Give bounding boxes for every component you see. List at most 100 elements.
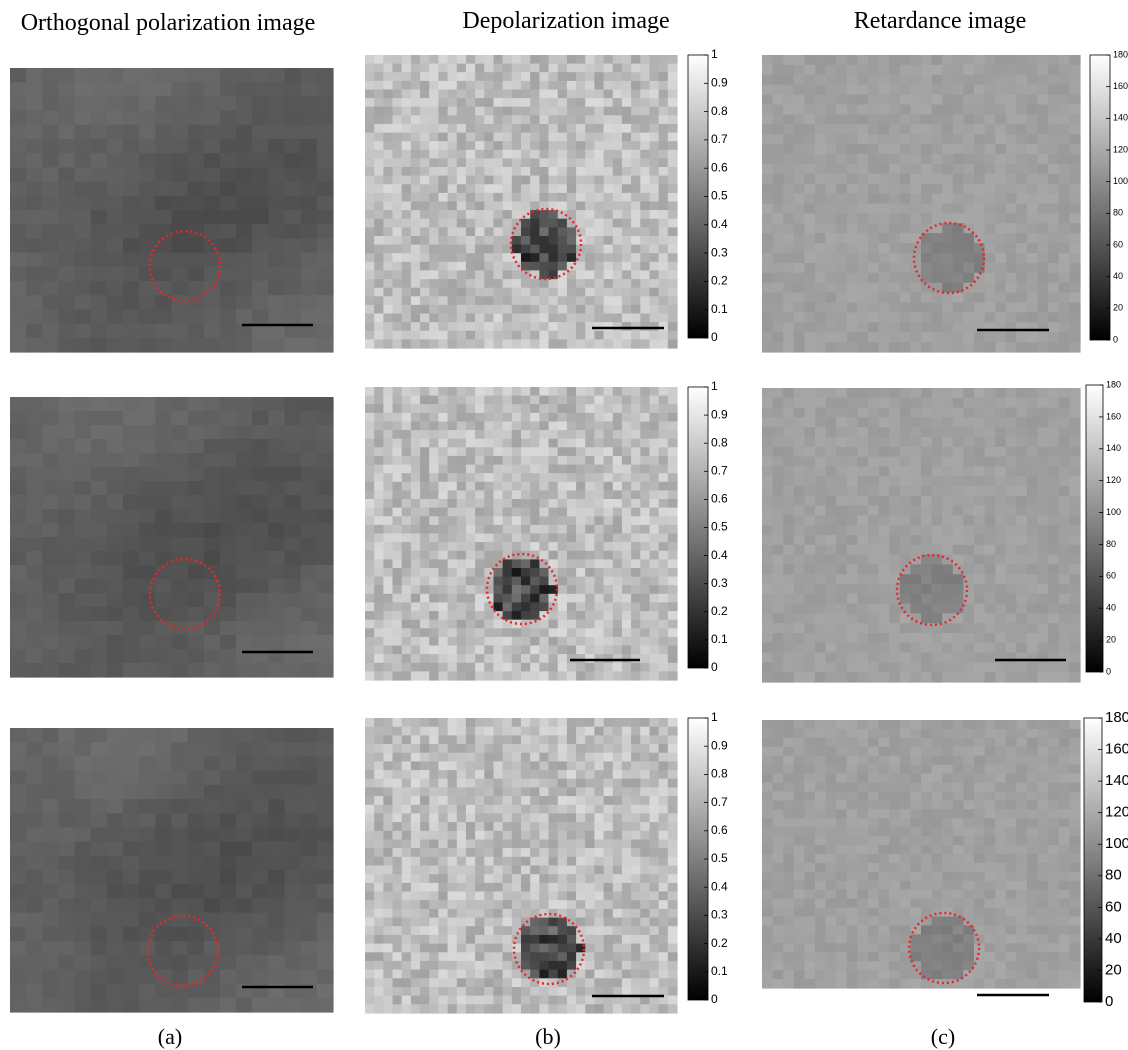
pixel: [58, 111, 75, 126]
pixel: [503, 534, 513, 543]
pixel: [123, 253, 140, 268]
pixel: [650, 339, 660, 348]
pixel: [1059, 144, 1070, 155]
pixel: [429, 167, 439, 176]
pixel: [457, 167, 467, 176]
pixel: [558, 184, 568, 193]
pixel: [393, 150, 403, 159]
pixel: [448, 387, 458, 396]
pixel: [429, 210, 439, 219]
pixel: [123, 799, 140, 814]
pixel: [10, 425, 27, 440]
pixel: [466, 404, 476, 413]
pixel: [139, 898, 156, 913]
pixel: [438, 490, 448, 499]
pixel: [301, 411, 318, 426]
pixel: [317, 663, 334, 678]
pixel: [402, 430, 412, 439]
pixel: [576, 796, 586, 805]
pixel: [429, 671, 439, 680]
pixel: [393, 167, 403, 176]
pixel: [317, 411, 334, 426]
pixel: [75, 397, 92, 412]
pixel: [268, 551, 285, 566]
pixel: [457, 72, 467, 81]
pixel: [921, 124, 932, 135]
pixel: [567, 935, 577, 944]
pixel: [494, 430, 504, 439]
pixel: [429, 620, 439, 629]
pixel: [438, 72, 448, 81]
pixel: [466, 55, 476, 64]
pixel: [393, 744, 403, 753]
pixel: [484, 918, 494, 927]
pixel: [585, 133, 595, 142]
pixel: [521, 288, 531, 297]
pixel: [475, 482, 485, 491]
pixel: [172, 238, 189, 253]
pixel: [374, 909, 384, 918]
pixel: [613, 64, 623, 73]
pixel: [236, 621, 253, 636]
pixel: [659, 744, 669, 753]
pixel: [794, 154, 805, 165]
pixel: [558, 107, 568, 116]
pixel: [75, 742, 92, 757]
pixel: [921, 144, 932, 155]
pixel: [585, 525, 595, 534]
pixel: [640, 167, 650, 176]
pixel: [172, 771, 189, 786]
pixel: [494, 822, 504, 831]
pixel: [576, 508, 586, 517]
pixel: [475, 167, 485, 176]
column-title: Retardance image: [854, 8, 1027, 34]
pixel: [576, 831, 586, 840]
pixel: [539, 637, 549, 646]
pixel: [650, 866, 660, 875]
pixel: [429, 900, 439, 909]
pixel: [155, 955, 172, 970]
pixel: [530, 72, 540, 81]
pixel: [457, 473, 467, 482]
pixel: [484, 305, 494, 314]
pixel: [393, 978, 403, 987]
pixel: [383, 314, 393, 323]
pixel: [383, 305, 393, 314]
pixel: [576, 909, 586, 918]
pixel: [383, 107, 393, 116]
pixel: [549, 305, 559, 314]
pixel: [172, 884, 189, 899]
pixel: [622, 465, 632, 474]
pixel: [503, 805, 513, 814]
pixel: [365, 944, 375, 953]
pixel: [995, 75, 1006, 86]
pixel: [475, 508, 485, 517]
pixel: [631, 508, 641, 517]
pixel: [402, 305, 412, 314]
pixel: [530, 805, 540, 814]
pixel: [107, 295, 124, 310]
pixel: [521, 422, 531, 431]
pixel: [668, 422, 678, 431]
pixel: [475, 822, 485, 831]
pixel: [879, 75, 890, 86]
pixel: [365, 840, 375, 849]
pixel: [374, 594, 384, 603]
pixel: [448, 735, 458, 744]
pixel: [411, 167, 421, 176]
pixel: [75, 551, 92, 566]
pixel: [252, 551, 269, 566]
pixel: [475, 892, 485, 901]
pixel: [457, 996, 467, 1005]
pixel: [640, 831, 650, 840]
pixel: [374, 456, 384, 465]
pixel: [236, 425, 253, 440]
pixel: [576, 918, 586, 927]
pixel: [220, 267, 237, 282]
pixel: [448, 831, 458, 840]
pixel: [365, 628, 375, 637]
pixel: [26, 509, 43, 524]
pixel: [659, 525, 669, 534]
pixel: [220, 551, 237, 566]
pixel: [402, 253, 412, 262]
